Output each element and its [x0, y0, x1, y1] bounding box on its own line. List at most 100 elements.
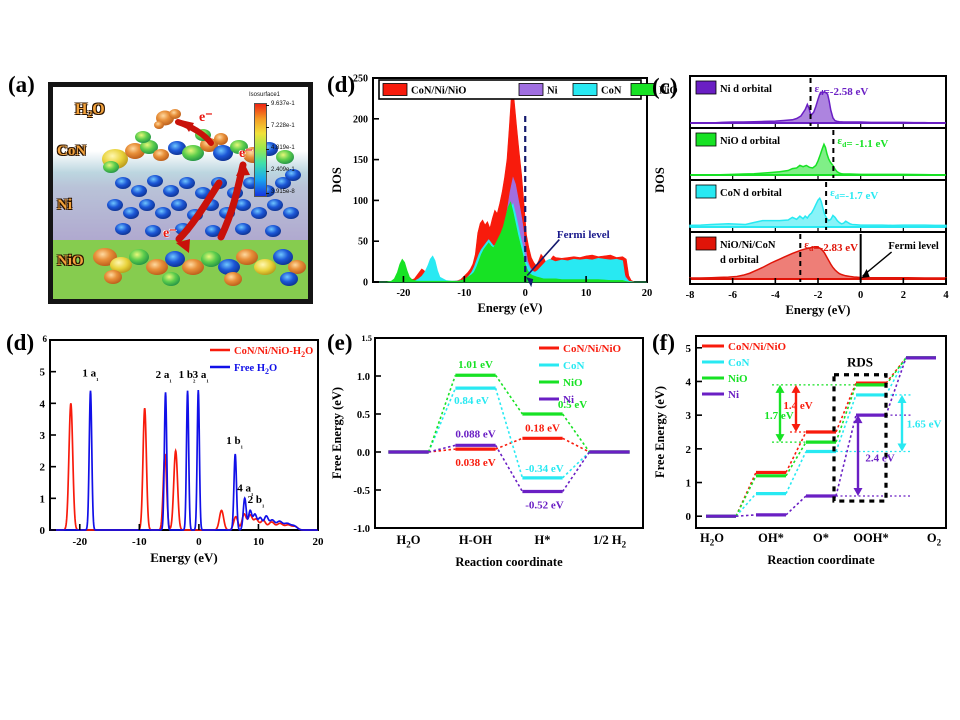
connector-NiO-2 — [835, 384, 857, 443]
x-tick-label: -20 — [72, 536, 87, 548]
legend-label: CoN — [728, 357, 749, 369]
y-tick-label: -0.5 — [353, 486, 370, 497]
connector-CoN-0 — [735, 493, 757, 517]
panel-e: (e) 1.01 eV 0.84 eV 0.5 eV 0.18 eV 0.088 eV 0… — [325, 322, 655, 580]
y-tick-label: 0 — [686, 511, 692, 523]
legend-label: NiO — [659, 86, 678, 97]
x-tick-label: 10 — [253, 536, 265, 548]
colorbar-tick-2 — [266, 149, 269, 150]
colorbar-label-4: 3.915e-8 — [271, 189, 295, 195]
peak-label-3: 3 a₁ — [193, 369, 210, 383]
colorbar-label-3: 2.409e-1 — [271, 167, 295, 173]
panel-f-label: (f) — [652, 330, 675, 355]
fermi-arrow-head — [526, 277, 534, 288]
x-tick-label: -10 — [132, 536, 147, 548]
y-tick-label: 6 — [43, 334, 48, 344]
pdos-curve-Free-H2O — [50, 389, 318, 531]
dos-area-CoN-Ni-NiO — [373, 87, 647, 283]
isosurface-blobs — [93, 109, 306, 286]
y-tick-label: 1 — [40, 493, 46, 505]
dorbital-legend-label2-3: d orbital — [720, 255, 759, 266]
rds-box — [832, 373, 888, 503]
y-tick-label: 150 — [353, 155, 368, 166]
y-tick-label: 3 — [40, 430, 46, 442]
value-label-0: 1.01 eV — [458, 359, 493, 371]
y-tick-label: 0.5 — [357, 410, 370, 421]
y-axis-title: Free Energy (eV) — [653, 386, 667, 478]
value-label-2: 0.5 eV — [558, 399, 587, 411]
connector-CoN-Ni-NiO-2 — [835, 382, 857, 433]
legend-label: Free H2O — [234, 363, 277, 376]
y-tick-label: 200 — [353, 114, 368, 125]
rds-label: RDS — [847, 354, 873, 369]
panel-a: (a) — [0, 60, 325, 320]
electron-label-3: e⁻ — [163, 226, 177, 241]
legend-label: NiO — [728, 373, 748, 385]
panel-d-bottom: (d) 1 a₁ 2 a₁ 1 b₂ 3 a₁ 1 b₁ 4 a₁ 2 b₁ -20 -10 0 1… — [0, 322, 330, 580]
material-label-h2o: H₂O — [75, 101, 105, 118]
material-label-ni: Ni — [57, 197, 72, 213]
y-tick-label: 2 — [40, 462, 46, 474]
colorbar-label-2: 4.819e-1 — [271, 145, 295, 151]
epsilon-d-label-3: εd=-2.83 eV — [804, 239, 858, 254]
x-tick-label: 10 — [581, 288, 592, 299]
y-axis-title: DOS — [330, 167, 344, 193]
colorbar-tick-0 — [266, 105, 269, 106]
x-axis-title: Energy (eV) — [478, 301, 543, 315]
legend: CoN/Ni/NiO-H2O Free H2O — [210, 346, 313, 376]
y-tick-label: 5 — [40, 367, 46, 379]
x-tick-label: 0 — [523, 288, 528, 299]
arrow-label-2: 1.65 eV — [907, 419, 942, 431]
panel-d-top: (d) Fermi level -20 -10 0 10 20 0 50 100 150 200 25… — [325, 60, 678, 322]
dorbital-legend-swatch-1 — [695, 132, 717, 147]
x-tick-label: -4 — [771, 290, 780, 301]
peak-label-0: 1 a₁ — [82, 367, 99, 381]
legend-label: Ni — [563, 394, 574, 406]
fermi-level-label: Fermi level — [888, 241, 939, 252]
panel-d-top-label: (d) — [327, 72, 356, 97]
dorbital-area-2 — [689, 196, 947, 228]
colorbar-title: Isosurface1 — [249, 92, 281, 98]
arrow-label-0: 1.7 eV — [764, 410, 793, 422]
value-label-4: 0.088 eV — [455, 428, 495, 440]
y-tick-label: 250 — [353, 74, 368, 85]
panel-d-bottom-plot: 1 a₁ 2 a₁ 1 b₂3 a₁ 1 b₁ 4 a₁2 b₁ -20 -10 0 10 20 0… — [40, 334, 325, 565]
panel-d-top-plot: Fermi level-20 -10 0 10 20050100150200250Ene… — [330, 74, 678, 316]
arrow-1-7ev-head-top — [775, 384, 785, 393]
dorbital-legend-swatch-3 — [695, 236, 717, 251]
arrow-1-65ev-head-bottom — [897, 443, 907, 452]
connector-NiO-3 — [885, 357, 907, 386]
panel-c: (c) Ni d orbital εd=-2.58 eV NiO d orbital… — [650, 60, 960, 322]
arrow-1-7ev-head-bottom — [775, 434, 785, 443]
dorbital-legend-label-3: NiO/Ni/CoN — [720, 240, 776, 251]
arrow-1-4ev-head-top — [791, 384, 801, 393]
arrow-1-4ev-head-bottom — [791, 424, 801, 432]
peak-label-2: 1 b₂ — [179, 369, 196, 383]
value-label-6: -0.34 eV — [525, 463, 564, 475]
y-tick-label: 4 — [686, 376, 692, 388]
legend-swatch — [382, 83, 408, 96]
legend-swatch — [630, 83, 656, 96]
y-tick-label: -1.0 — [353, 524, 370, 535]
colorbar-tick-4 — [266, 193, 269, 194]
arrow-1-65ev-head-top — [897, 394, 907, 403]
legend-label: CoN/Ni/NiO — [728, 341, 787, 353]
panel-c-label: (c) — [652, 74, 678, 99]
connector-NiO-0 — [427, 374, 457, 453]
panel-f-plot: RDS 1.7 eV1.4 eV 1.65 eV 2.4 eV 0 1 2 3 4 5 H2O OH*… — [653, 335, 947, 567]
y-tick-label: 3 — [686, 410, 692, 422]
legend-label: CoN/Ni/NiO — [411, 86, 466, 97]
colorbar-tick-1 — [266, 127, 269, 128]
value-label-3: 0.18 eV — [525, 422, 560, 434]
y-tick-label: 0 — [363, 278, 368, 289]
epsilon-d-label-0: εd=-2.58 eV — [815, 83, 869, 98]
panel-a-label: (a) — [8, 72, 35, 97]
x-tick-label: -8 — [686, 290, 695, 301]
x-tick-label: 20 — [313, 536, 325, 548]
y-tick-label: 5 — [686, 343, 692, 355]
panel-e-label: (e) — [327, 330, 353, 355]
connector-CoN-Ni-NiO-0 — [428, 448, 456, 453]
y-tick-label: 1.0 — [357, 372, 370, 383]
arrow-label-1: 1.4 eV — [783, 400, 812, 412]
y-tick-label: 50 — [358, 237, 368, 248]
